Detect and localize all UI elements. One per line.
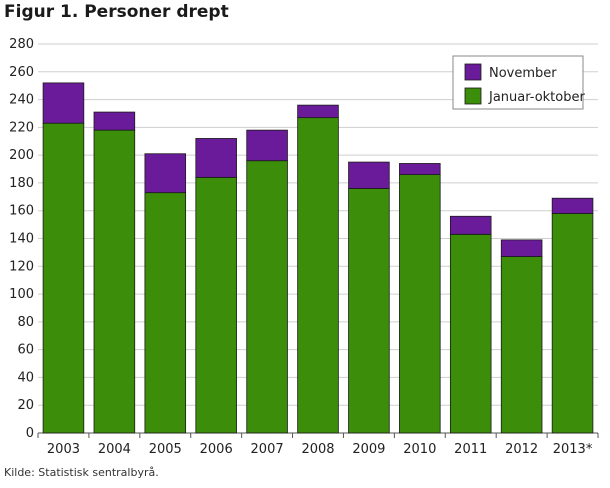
source-note: Kilde: Statistisk sentralbyrå. (4, 466, 159, 479)
bar-januar-oktober (93, 129, 136, 434)
bar-januar-oktober (144, 192, 187, 434)
y-tick-label: 160 (9, 204, 34, 219)
bar-januar-oktober (348, 188, 390, 434)
y-tick-label: 80 (17, 315, 34, 330)
bar-november (144, 153, 187, 194)
bar-januar-oktober (246, 160, 288, 434)
x-tick-label: 2013* (553, 442, 593, 457)
y-tick-label: 120 (9, 259, 34, 274)
x-tick-label: 2011 (454, 442, 487, 457)
legend-label: November (489, 66, 557, 81)
bar-januar-oktober (195, 176, 237, 434)
y-tick-label: 280 (9, 37, 34, 52)
bar-november (500, 239, 543, 257)
y-tick-label: 0 (26, 426, 34, 441)
y-tick-label: 60 (17, 343, 34, 358)
y-tick-label: 240 (9, 93, 34, 108)
legend-swatch (464, 87, 482, 105)
bar-november (348, 161, 390, 189)
bar-november (399, 163, 441, 175)
bar-januar-oktober (399, 174, 441, 434)
x-tick-label: 2010 (403, 442, 436, 457)
bar-januar-oktober (297, 117, 339, 434)
bar-januar-oktober (42, 122, 85, 434)
bar-november (297, 104, 339, 119)
x-tick-label: 2008 (301, 442, 334, 457)
bar-november (93, 111, 136, 131)
y-tick-label: 220 (9, 120, 34, 135)
bar-januar-oktober (500, 256, 543, 434)
bar-januar-oktober (449, 233, 492, 434)
y-tick-label: 20 (17, 398, 34, 413)
y-tick-label: 100 (9, 287, 34, 302)
x-tick-label: 2004 (98, 442, 131, 457)
x-tick-label: 2003 (47, 442, 80, 457)
bar-november (246, 129, 288, 162)
bar-november (449, 215, 492, 235)
x-tick-label: 2006 (200, 442, 233, 457)
x-tick-label: 2005 (149, 442, 182, 457)
x-tick-label: 2012 (505, 442, 538, 457)
bar-november (42, 82, 85, 124)
x-tick-label: 2009 (352, 442, 385, 457)
chart-title: Figur 1. Personer drept (4, 2, 229, 22)
bar-november (551, 197, 594, 214)
y-tick-label: 40 (17, 370, 34, 385)
bar-november (195, 138, 237, 178)
x-tick-label: 2007 (251, 442, 284, 457)
legend-swatch (464, 63, 482, 81)
y-tick-label: 260 (9, 65, 34, 80)
y-tick-label: 200 (9, 148, 34, 163)
legend-label: Januar-oktober (488, 90, 585, 105)
y-tick-label: 140 (9, 232, 34, 247)
y-tick-label: 180 (9, 176, 34, 191)
bar-januar-oktober (551, 213, 594, 434)
